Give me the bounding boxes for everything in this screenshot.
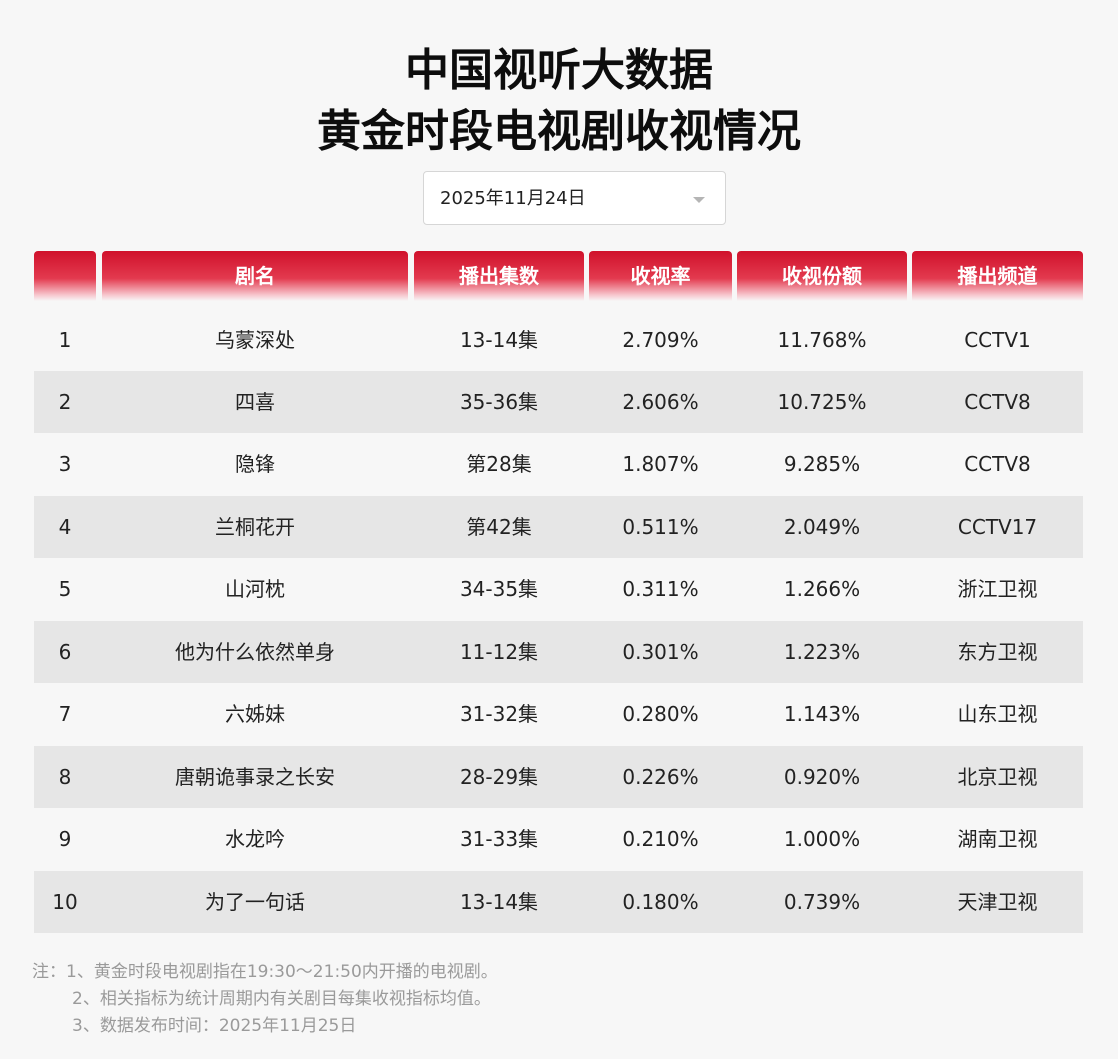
name-cell: 四喜 xyxy=(235,390,275,414)
episodes-cell: 34-35集 xyxy=(459,577,539,601)
name-cell: 山河枕 xyxy=(225,577,285,601)
channel-cell: CCTV8 xyxy=(964,452,1031,476)
rank-cell: 2 xyxy=(58,390,72,414)
rank-cell: 8 xyxy=(58,765,72,789)
rank-cell: 1 xyxy=(58,328,72,352)
rank-cell: 3 xyxy=(58,452,72,476)
ratings-table: 剧名 播出集数 收视率 收视份额 播出频道 1 乌蒙深处 13-14集 2.70… xyxy=(34,251,1083,933)
table-row: 6 他为什么依然单身 11-12集 0.301% 1.223% 东方卫视 xyxy=(34,621,1083,683)
share-cell: 1.223% xyxy=(783,640,861,664)
table-row: 5 山河枕 34-35集 0.311% 1.266% 浙江卫视 xyxy=(34,558,1083,620)
rating-cell: 0.180% xyxy=(622,890,699,914)
table-row: 10 为了一句话 13-14集 0.180% 0.739% 天津卫视 xyxy=(34,871,1083,933)
episodes-cell: 第28集 xyxy=(466,452,532,476)
share-cell: 1.000% xyxy=(783,827,861,851)
rating-cell: 0.301% xyxy=(622,640,699,664)
episodes-cell: 13-14集 xyxy=(459,328,539,352)
page-title: 中国视听大数据 xyxy=(405,45,713,96)
column-header-rating: 收视率 xyxy=(589,251,732,301)
share-cell: 1.143% xyxy=(783,702,861,726)
footnotes: 注：1、黄金时段电视剧指在19:30～21:50内开播的电视剧。 2、相关指标为… xyxy=(32,959,498,1040)
channel-cell: 浙江卫视 xyxy=(957,577,1038,601)
rating-cell: 0.511% xyxy=(622,515,699,539)
table-row: 1 乌蒙深处 13-14集 2.709% 11.768% CCTV1 xyxy=(34,309,1083,371)
table-row: 7 六姊妹 31-32集 0.280% 1.143% 山东卫视 xyxy=(34,683,1083,745)
name-cell: 隐锋 xyxy=(235,452,275,476)
episodes-cell: 11-12集 xyxy=(459,640,539,664)
channel-cell: 北京卫视 xyxy=(957,765,1038,789)
channel-cell: 东方卫视 xyxy=(957,640,1038,664)
table-row: 3 隐锋 第28集 1.807% 9.285% CCTV8 xyxy=(34,433,1083,495)
rating-cell: 0.311% xyxy=(622,577,699,601)
share-cell: 9.285% xyxy=(783,452,861,476)
footnote-1: 注：1、黄金时段电视剧指在19:30～21:50内开播的电视剧。 xyxy=(32,962,498,982)
column-header-rank xyxy=(34,251,96,301)
episodes-cell: 31-32集 xyxy=(459,702,539,726)
rank-cell: 7 xyxy=(58,702,72,726)
episodes-cell: 35-36集 xyxy=(459,390,539,414)
name-cell: 乌蒙深处 xyxy=(215,328,295,352)
name-cell: 六姊妹 xyxy=(225,702,285,726)
channel-cell: 湖南卫视 xyxy=(957,827,1038,851)
column-header-share: 收视份额 xyxy=(737,251,907,301)
rank-cell: 6 xyxy=(58,640,72,664)
name-cell: 兰桐花开 xyxy=(215,515,295,539)
name-cell: 他为什么依然单身 xyxy=(175,640,335,664)
share-cell: 11.768% xyxy=(777,328,867,352)
episodes-cell: 28-29集 xyxy=(459,765,539,789)
column-header-episodes: 播出集数 xyxy=(414,251,584,301)
rank-cell: 5 xyxy=(58,577,72,601)
name-cell: 为了一句话 xyxy=(205,890,305,914)
share-cell: 2.049% xyxy=(783,515,861,539)
footnote-3: 3、数据发布时间：2025年11月25日 xyxy=(72,1016,357,1036)
column-header-name: 剧名 xyxy=(102,251,408,301)
share-cell: 10.725% xyxy=(777,390,867,414)
rating-cell: 2.709% xyxy=(622,328,699,352)
rating-cell: 2.606% xyxy=(622,390,699,414)
rating-cell: 0.280% xyxy=(622,702,699,726)
rating-cell: 0.210% xyxy=(622,827,699,851)
episodes-cell: 第42集 xyxy=(466,515,532,539)
table-row: 2 四喜 35-36集 2.606% 10.725% CCTV8 xyxy=(34,371,1083,433)
table-row: 8 唐朝诡事录之长安 28-29集 0.226% 0.920% 北京卫视 xyxy=(34,746,1083,808)
rank-cell: 9 xyxy=(58,827,72,851)
channel-cell: CCTV1 xyxy=(964,328,1031,352)
column-header-channel: 播出频道 xyxy=(912,251,1083,301)
share-cell: 0.920% xyxy=(783,765,861,789)
name-cell: 唐朝诡事录之长安 xyxy=(175,765,335,789)
chevron-down-icon[interactable] xyxy=(693,197,705,203)
table-header: 剧名 播出集数 收视率 收视份额 播出频道 xyxy=(34,251,1083,301)
episodes-cell: 31-33集 xyxy=(459,827,539,851)
rank-cell: 10 xyxy=(52,890,78,914)
page-subtitle: 黄金时段电视剧收视情况 xyxy=(317,106,801,157)
date-dropdown[interactable]: 2025年11月24日 xyxy=(423,171,726,225)
rating-cell: 0.226% xyxy=(622,765,699,789)
table-row: 4 兰桐花开 第42集 0.511% 2.049% CCTV17 xyxy=(34,496,1083,558)
name-cell: 水龙吟 xyxy=(225,827,285,851)
channel-cell: 山东卫视 xyxy=(957,702,1038,726)
footnote-2: 2、相关指标为统计周期内有关剧目每集收视指标均值。 xyxy=(72,989,491,1009)
date-dropdown-value: 2025年11月24日 xyxy=(440,188,586,209)
share-cell: 0.739% xyxy=(783,890,861,914)
channel-cell: CCTV8 xyxy=(964,390,1031,414)
channel-cell: CCTV17 xyxy=(957,515,1038,539)
rank-cell: 4 xyxy=(58,515,72,539)
table-row: 9 水龙吟 31-33集 0.210% 1.000% 湖南卫视 xyxy=(34,808,1083,870)
episodes-cell: 13-14集 xyxy=(459,890,539,914)
channel-cell: 天津卫视 xyxy=(957,890,1038,914)
rating-cell: 1.807% xyxy=(622,452,699,476)
share-cell: 1.266% xyxy=(783,577,861,601)
